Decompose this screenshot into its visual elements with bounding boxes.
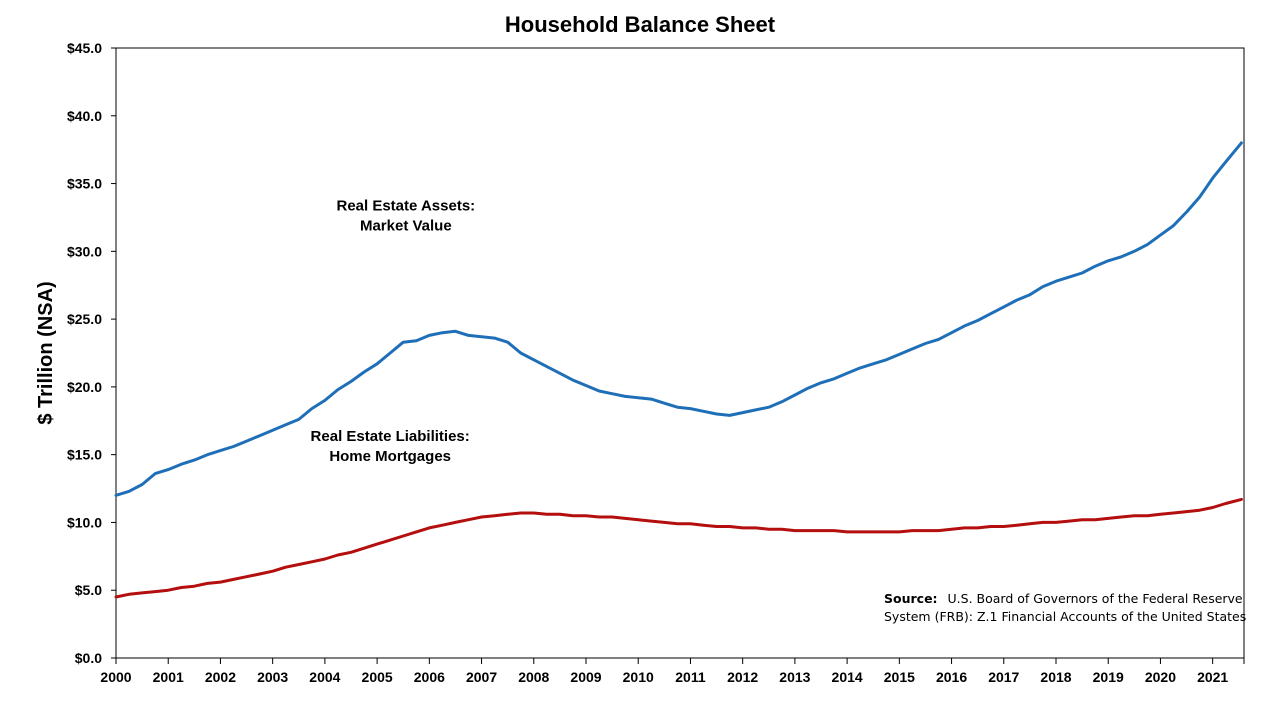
x-tick-label: 2021 [1197,669,1228,685]
x-axis-ticks: 2000 2001 2002 2003 2004 2005 2006 2007 2008 2009… [100,658,1245,685]
x-tick-label: 2013 [779,669,810,685]
mortgages-annotation: Home Mortgages [329,448,451,465]
assets-annotation: Market Value [360,218,452,235]
y-tick-label: $20.0 [67,379,102,395]
x-tick-label: 2019 [1093,669,1124,685]
x-tick-label: 2016 [936,669,967,685]
x-tick-label: 2018 [1040,669,1071,685]
y-axis-ticks: $0.0 $5.0 $10.0 $15.0 $20.0 $25.0 $30.0 $35.0 $4… [67,40,116,666]
x-tick-label: 2011 [675,669,706,685]
x-tick-label: 2012 [727,669,758,685]
plot-frame [115,47,1245,659]
x-tick-label: 2017 [988,669,1019,685]
x-tick-label: 2015 [884,669,915,685]
source-text-1: U.S. Board of Governors of the Federal R… [948,591,1243,606]
y-tick-label: $40.0 [67,108,102,124]
y-tick-label: $30.0 [67,243,102,259]
x-tick-label: 2003 [257,669,288,685]
assets-annotation: Real Estate Assets: [336,198,475,215]
y-tick-label: $35.0 [67,176,102,192]
assets-series-line [114,141,1243,497]
y-tick-label: $45.0 [67,40,102,56]
mortgages-annotation: Real Estate Liabilities: [311,428,470,445]
series-layer [114,141,1243,599]
x-tick-label: 2008 [518,669,549,685]
y-tick-label: $25.0 [67,311,102,327]
y-tick-label: $10.0 [67,514,102,530]
y-tick-label: $15.0 [67,447,102,463]
x-tick-label: 2006 [414,669,445,685]
source-label: Source: [884,591,938,606]
x-tick-label: 2005 [362,669,393,685]
chart-title: Household Balance Sheet [505,12,776,37]
x-tick-label: 2002 [205,669,236,685]
mortgages-series-line [114,497,1243,599]
x-tick-label: 2001 [153,669,184,685]
source-line-2: System (FRB): Z.1 Financial Accounts of … [884,609,1246,624]
y-axis-label: $ Trillion (NSA) [35,281,57,424]
x-tick-label: 2014 [832,669,863,685]
y-tick-label: $0.0 [75,650,102,666]
x-tick-label: 2007 [466,669,497,685]
x-tick-label: 2010 [623,669,654,685]
source-line-1: Source: U.S. Board of Governors of the F… [884,591,1243,606]
x-tick-label: 2004 [309,669,340,685]
x-tick-label: 2000 [100,669,131,685]
x-tick-label: 2020 [1145,669,1176,685]
x-tick-label: 2009 [570,669,601,685]
y-tick-label: $5.0 [75,582,102,598]
source-note: Source: U.S. Board of Governors of the F… [884,591,1246,624]
annotations: Real Estate Assets: Market Value Real Esta… [311,198,476,465]
